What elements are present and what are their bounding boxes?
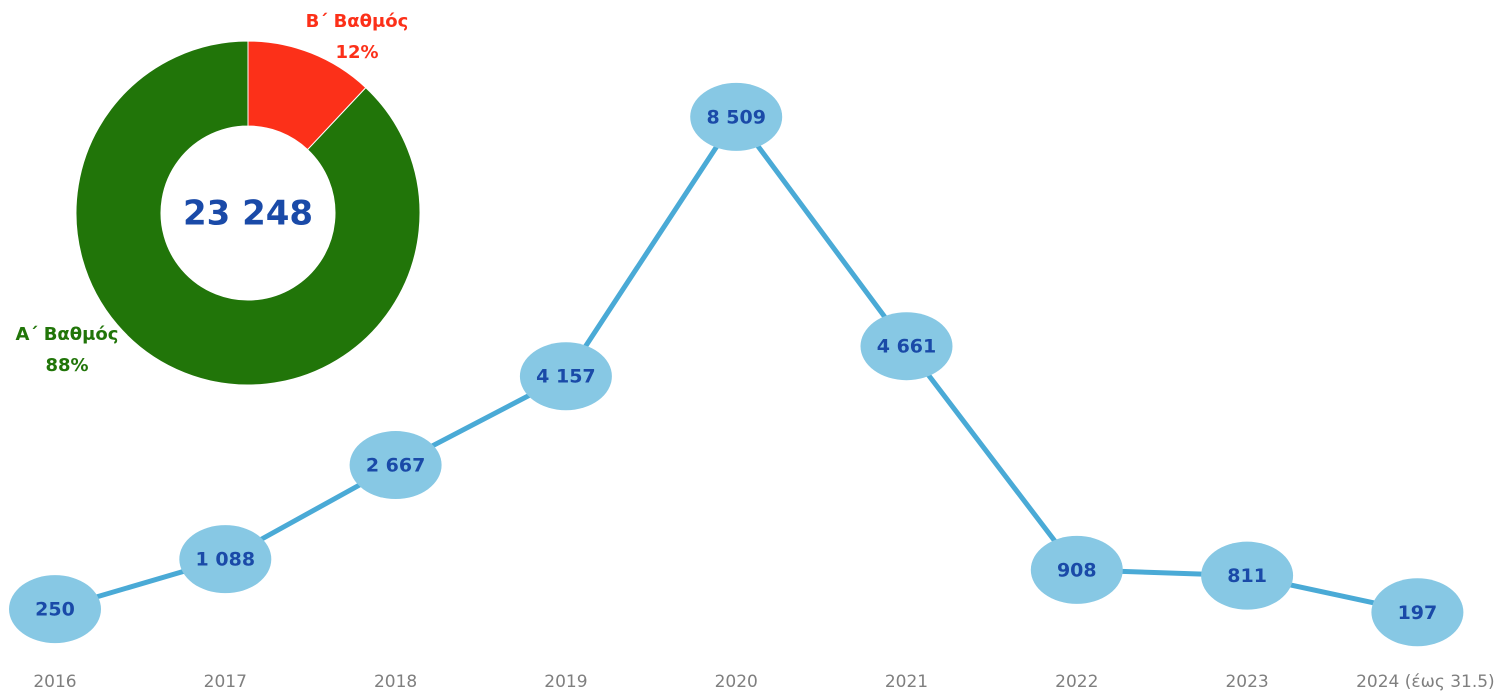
data-label: 250 <box>35 599 75 621</box>
donut-center-label: 23 248 <box>183 194 313 234</box>
slice-value-label: 12% <box>335 42 378 63</box>
x-tick-label: 2023 <box>1225 672 1268 692</box>
marker <box>1030 535 1123 604</box>
x-tick-label: 2018 <box>374 672 417 692</box>
marker <box>9 575 101 644</box>
slice-label: Α΄ Βαθμός <box>16 324 119 345</box>
marker <box>519 342 612 411</box>
donut-slice <box>75 40 421 386</box>
x-tick-label: 2020 <box>715 672 758 692</box>
data-label: 1 088 <box>196 549 256 571</box>
marker <box>349 431 442 500</box>
data-label: 8 509 <box>706 106 766 128</box>
data-label: 811 <box>1227 565 1267 587</box>
marker <box>690 82 783 151</box>
x-tick-label: 2022 <box>1055 672 1098 692</box>
data-label: 2 667 <box>366 455 426 477</box>
marker <box>1371 578 1464 647</box>
x-tick-label: 2019 <box>544 672 587 692</box>
marker <box>860 312 953 381</box>
data-label: 908 <box>1057 559 1097 581</box>
data-label: 4 157 <box>536 366 596 388</box>
x-tick-label: 2021 <box>885 672 928 692</box>
x-tick-label: 2017 <box>204 672 247 692</box>
x-tick-label: 2024 (έως 31.5) <box>1356 672 1495 692</box>
data-label: 4 661 <box>877 336 937 358</box>
slice-label: Β΄ Βαθμός <box>306 11 409 32</box>
x-tick-label: 2016 <box>33 672 76 692</box>
marker <box>179 525 272 594</box>
slice-value-label: 88% <box>45 355 88 376</box>
donut-slice <box>247 40 367 151</box>
marker <box>1201 541 1294 610</box>
data-label: 197 <box>1398 602 1438 624</box>
